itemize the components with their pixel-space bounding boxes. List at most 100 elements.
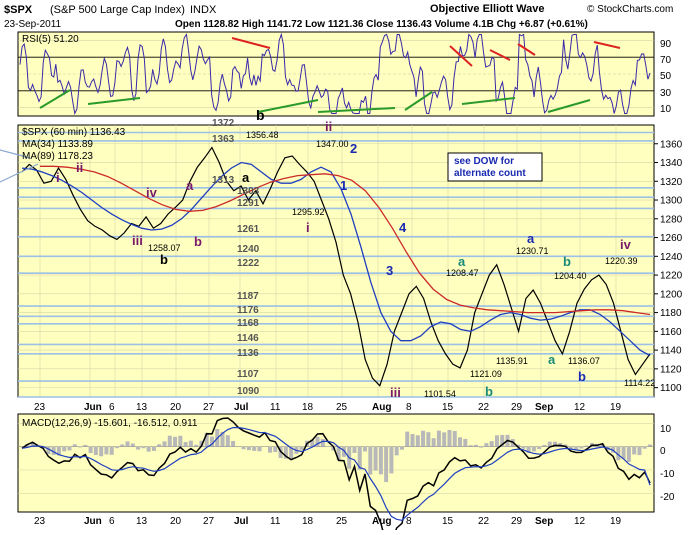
macd-hist-bar	[643, 447, 647, 449]
price-label-1114: 1114.22	[624, 378, 655, 388]
price-axis-tick: 1340	[660, 158, 683, 169]
macd-hist-bar	[379, 447, 383, 475]
x-tick-label: 8	[406, 402, 412, 413]
price-axis-tick: 1100	[660, 383, 682, 394]
macd-hist-bar	[627, 447, 631, 462]
price-label-1208: 1208.47	[446, 268, 479, 278]
level-label-1291: 1291	[237, 198, 260, 209]
wave-2: 2	[350, 141, 357, 156]
macd-hist-bar	[426, 432, 430, 447]
price-axis-tick: 1300	[660, 196, 683, 207]
x-tick-label-bottom: 6	[109, 516, 115, 527]
macd-hist-bar	[110, 447, 114, 455]
macd-hist-bar	[463, 439, 467, 447]
level-label-1090: 1090	[237, 386, 260, 397]
level-label-1146: 1146	[237, 333, 259, 344]
x-tick-label-bottom: 18	[302, 516, 314, 527]
x-tick-label-bottom: 13	[136, 516, 148, 527]
rsi-tick-30: 30	[660, 88, 672, 99]
x-tick-label: 20	[170, 402, 182, 413]
wave-4: 4	[399, 220, 407, 235]
macd-hist-bar	[416, 435, 420, 446]
macd-hist-bar	[352, 447, 356, 453]
price-label-1204: 1204.40	[554, 271, 587, 281]
macd-hist-bar	[321, 439, 325, 447]
level-label-1222: 1222	[237, 258, 260, 269]
wave-iv-2: iv	[620, 237, 632, 252]
price-axis-tick: 1280	[660, 214, 683, 225]
level-label-1363: 1363	[212, 134, 235, 145]
macd-hist-bar	[384, 447, 388, 482]
x-tick-label-bottom: 27	[203, 516, 215, 527]
macd-tick-m20: -20	[660, 492, 675, 503]
macd-hist-bar	[194, 445, 198, 447]
wave-a-teal: a	[458, 254, 466, 269]
chart-date: 23-Sep-2011	[4, 19, 62, 30]
macd-hist-bar	[131, 444, 135, 447]
macd-hist-bar	[173, 437, 177, 447]
macd-tick-m10: -10	[660, 469, 675, 480]
macd-hist-bar	[632, 447, 636, 455]
wave-b-black: b	[160, 252, 168, 267]
wave-iv-1: iv	[146, 185, 158, 200]
x-tick-label-bottom: Sep	[535, 516, 553, 527]
macd-hist-bar	[400, 447, 404, 450]
x-tick-label: 13	[136, 402, 148, 413]
x-tick-label-bottom: 22	[478, 516, 490, 527]
price-axis-tick: 1360	[660, 139, 683, 150]
macd-hist-bar	[231, 441, 235, 447]
macd-tick-10: 10	[660, 424, 672, 435]
rsi-wave-b-label: b	[256, 107, 265, 123]
index-name: (S&P 500 Large Cap Index)	[50, 4, 185, 16]
price-axis-tick: 1120	[660, 364, 682, 375]
macd-hist-bar	[141, 447, 145, 449]
macd-hist-bar	[648, 445, 652, 447]
note-line-1: see DOW for	[454, 156, 514, 167]
macd-hist-bar	[247, 447, 251, 450]
macd-hist-bar	[136, 447, 140, 450]
macd-hist-bar	[374, 447, 378, 471]
x-tick-label: 27	[203, 402, 215, 413]
x-tick-label-bottom: Aug	[372, 516, 391, 527]
macd-label: MACD(12,26,9) -15.601, -16.512, 0.911	[22, 418, 198, 429]
price-label-1136-b: 1136.07	[568, 356, 600, 366]
ohlc-readout: Open 1128.82 High 1141.72 Low 1121.36 Cl…	[175, 19, 588, 30]
macd-hist-bar	[521, 447, 525, 449]
wave-3: 3	[386, 263, 393, 278]
rsi-tick-90: 90	[660, 39, 672, 50]
x-tick-label: Aug	[372, 402, 391, 413]
price-axis-tick: 1240	[660, 252, 683, 263]
level-label-1136: 1136	[237, 348, 259, 359]
macd-hist-bar	[257, 447, 261, 452]
price-axis: 1100112011401160118012001220124012601280…	[654, 139, 683, 394]
x-tick-label-bottom: 8	[406, 516, 412, 527]
x-tick-label: 11	[270, 402, 281, 413]
price-axis-tick: 1180	[660, 308, 682, 319]
wave-iii-2: iii	[390, 385, 401, 400]
wave-b-teal-2: b	[563, 254, 571, 269]
wave-b-blue: b	[578, 369, 586, 384]
macd-tick-0: 0	[660, 446, 666, 457]
price-label-1347: 1347.00	[316, 139, 349, 149]
rsi-tick-10: 10	[660, 104, 672, 115]
x-tick-label-bottom: 20	[170, 516, 182, 527]
macd-hist-bar	[474, 445, 478, 447]
macd-hist-bar	[120, 444, 124, 446]
macd-hist-bar	[447, 430, 451, 447]
credit-label: © StockCharts.com	[587, 4, 673, 15]
macd-hist-bar	[458, 437, 462, 446]
macd-hist-bar	[479, 447, 483, 448]
wave-ii-2: ii	[325, 119, 332, 134]
macd-ticks: 10 0 -10 -20	[660, 424, 675, 503]
macd-hist-bar	[252, 447, 256, 451]
x-tick-label: Jul	[234, 402, 249, 413]
x-tick-label-bottom: 23	[34, 516, 46, 527]
level-label-1168: 1168	[237, 318, 259, 329]
macd-hist-bar	[421, 431, 425, 447]
x-tick-label: 23	[34, 402, 46, 413]
x-tick-label: 6	[109, 402, 115, 413]
level-label-1303: 1303	[237, 186, 260, 197]
macd-hist-bar	[585, 446, 589, 447]
macd-hist-bar	[62, 447, 66, 452]
